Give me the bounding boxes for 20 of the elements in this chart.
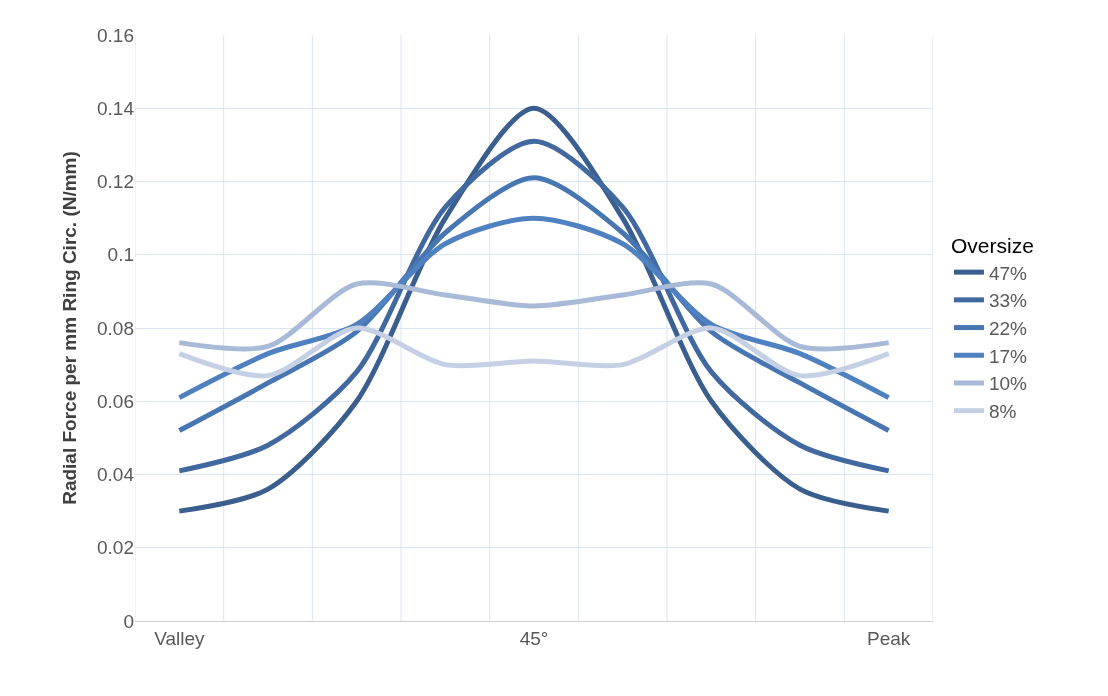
y-tick-label: 0.08 (97, 317, 134, 339)
y-tick-label: 0.14 (97, 97, 135, 119)
legend-label: 8% (988, 401, 1017, 423)
y-tick-label: 0 (123, 610, 134, 632)
legend-label: 22% (988, 317, 1028, 339)
legend-label: 33% (988, 290, 1028, 312)
legend-label: 17% (988, 345, 1028, 367)
x-tick-label: Peak (867, 627, 911, 649)
y-tick-label: 0.1 (107, 244, 134, 266)
legend-label: 10% (988, 373, 1028, 395)
legend-label: 47% (988, 262, 1028, 284)
x-tick-label: 45° (519, 627, 549, 649)
y-tick-label: 0.16 (97, 24, 134, 46)
y-axis-title: Radial Force per mm Ring Circ. (N/mm) (58, 151, 80, 505)
y-tick-label: 0.06 (97, 390, 134, 412)
x-tick-label: Valley (154, 627, 205, 649)
legend-title: Oversize (950, 234, 1034, 258)
y-tick-label: 0.04 (97, 464, 135, 486)
y-tick-label: 0.12 (97, 171, 134, 193)
y-tick-label: 0.02 (97, 537, 134, 559)
